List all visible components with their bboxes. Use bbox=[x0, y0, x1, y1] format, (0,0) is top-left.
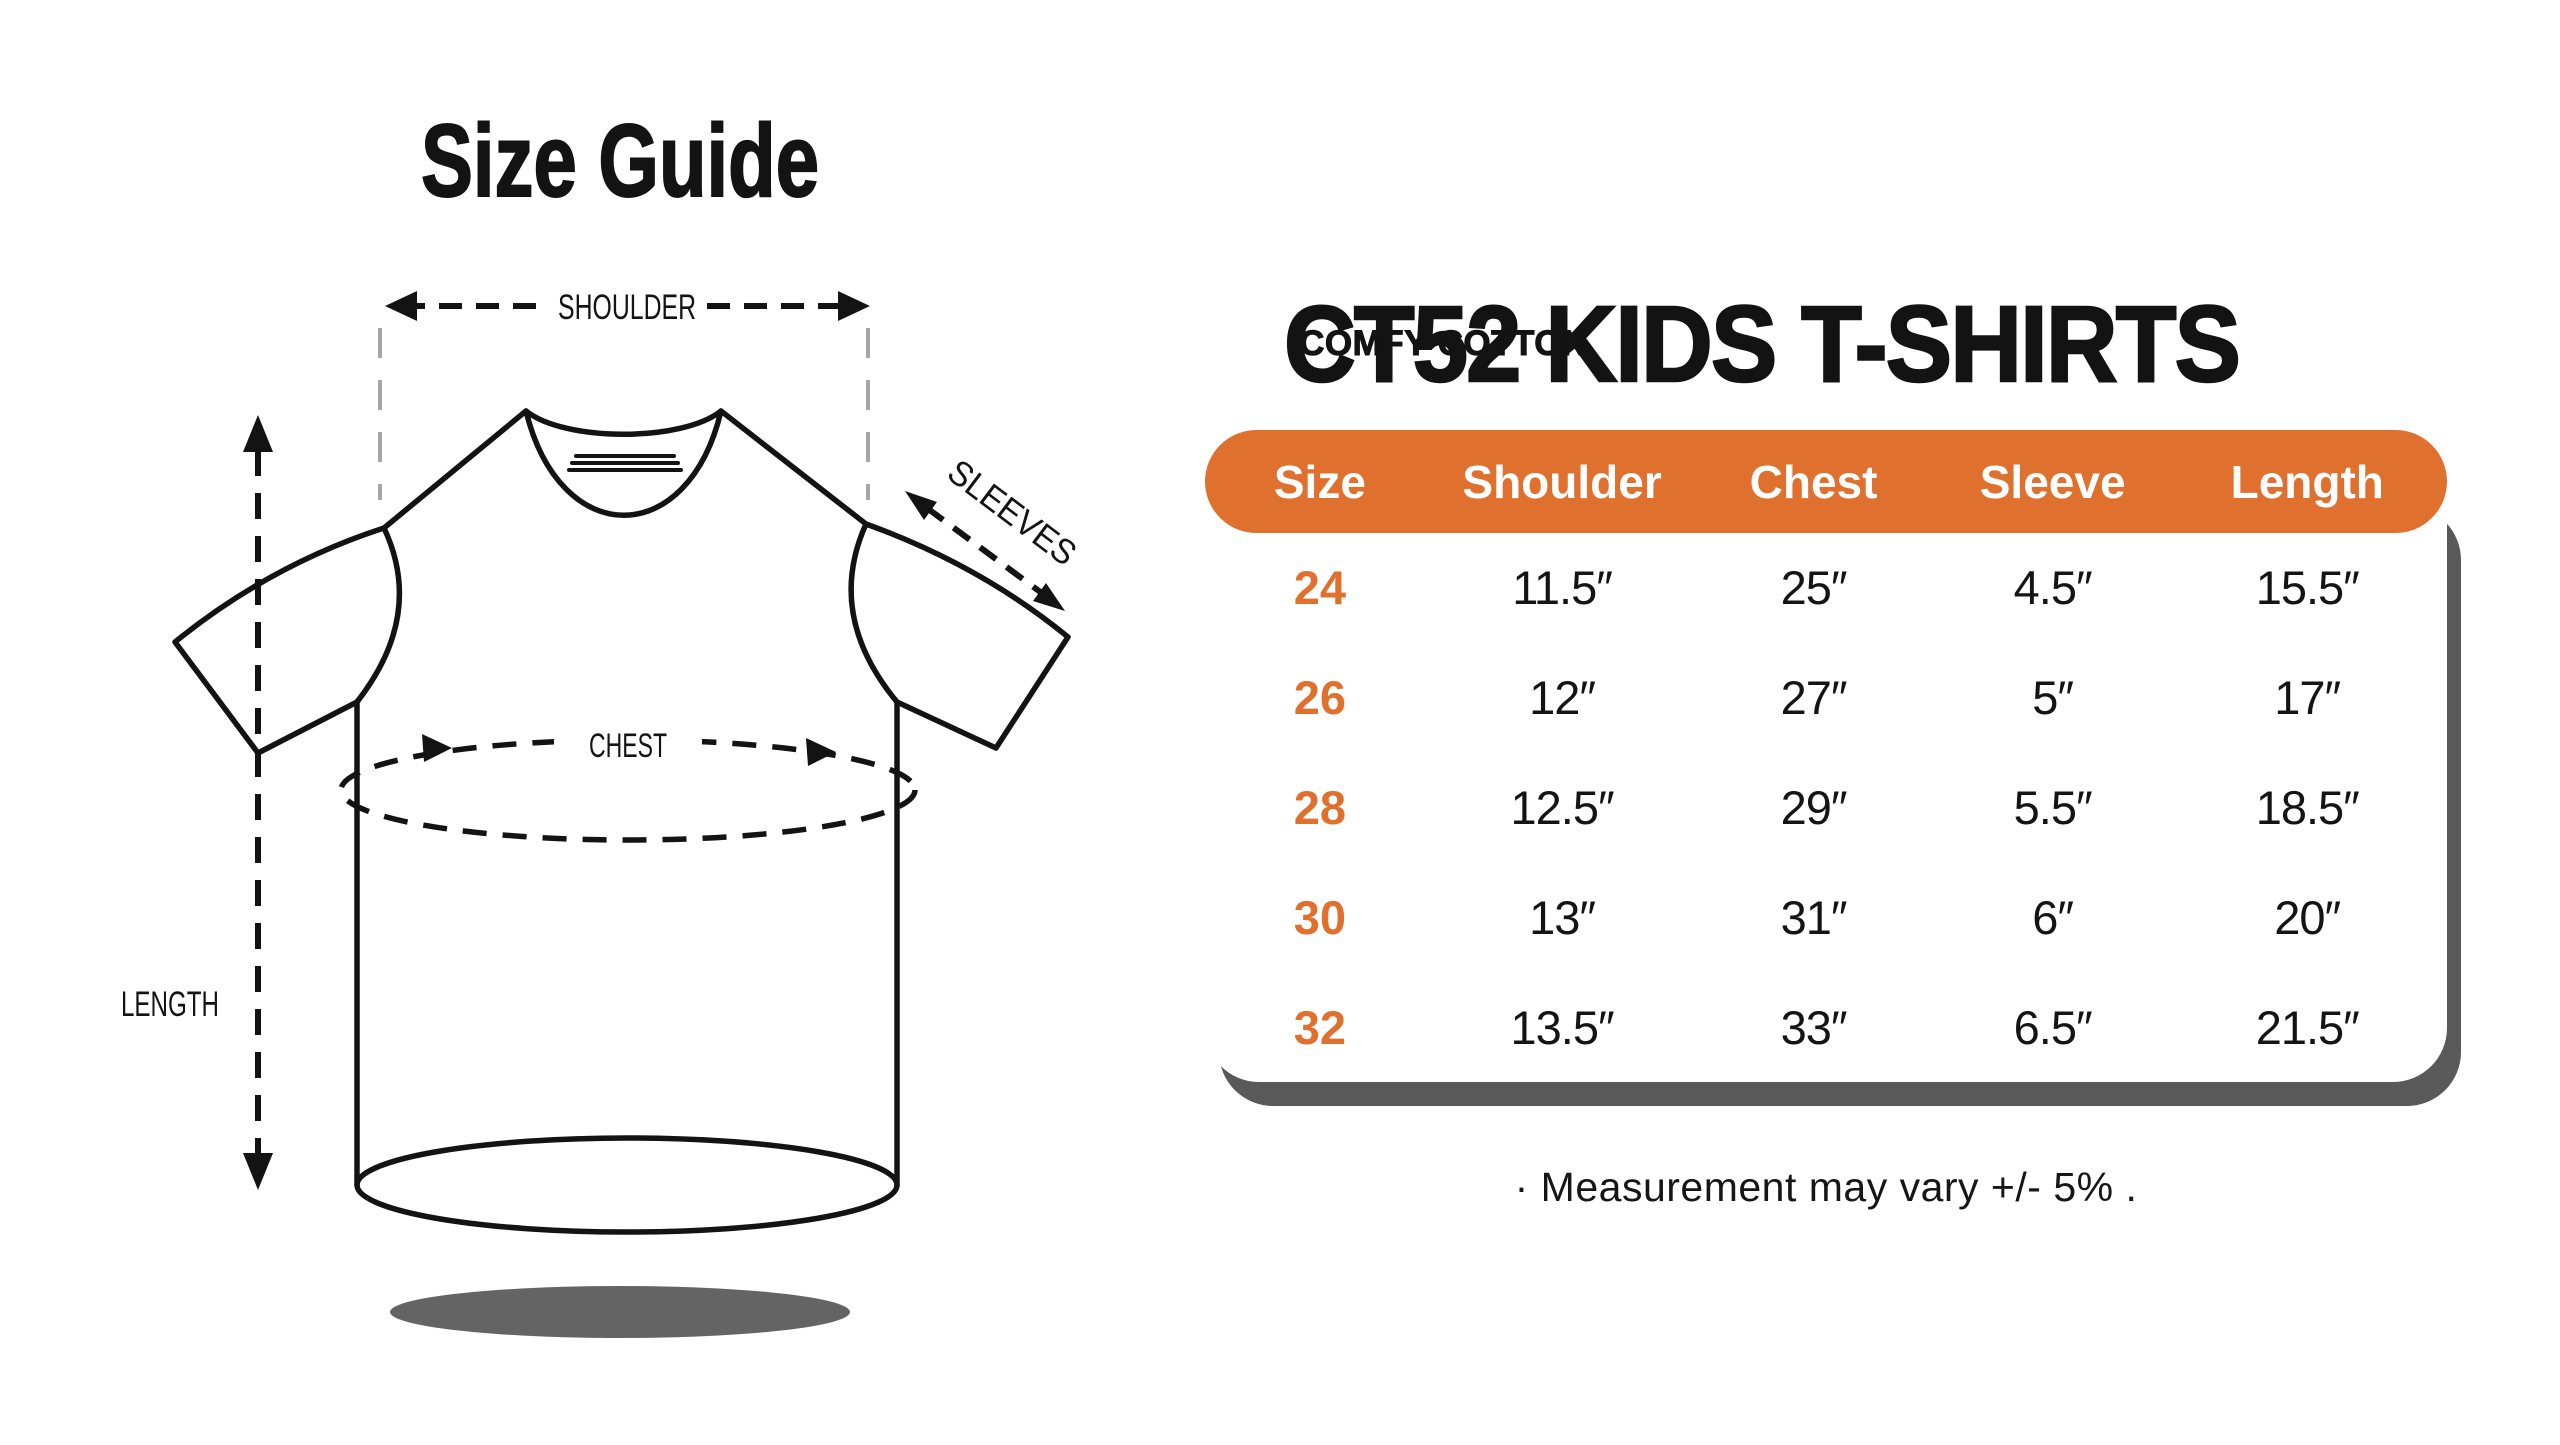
chest-label: CHEST bbox=[589, 727, 667, 765]
cell-measurement: 13.5″ bbox=[1510, 1000, 1615, 1054]
column-header: Shoulder bbox=[1462, 455, 1662, 508]
ground-shadow bbox=[390, 1286, 850, 1338]
arrow-right-icon bbox=[838, 291, 870, 321]
tshirt-collar-ribbing bbox=[567, 454, 683, 472]
table-row: 28 12.5″ 29″ 5.5″ 18.5″ bbox=[1205, 753, 2447, 863]
cell-measurement: 12″ bbox=[1529, 671, 1596, 725]
cell-measurement: 29″ bbox=[1780, 780, 1848, 834]
shoulder-label: SHOULDER bbox=[558, 288, 696, 327]
length-label: LENGTH bbox=[121, 985, 219, 1024]
sleeves-label: SLEEVES bbox=[940, 452, 1083, 573]
cell-measurement: 20″ bbox=[2274, 890, 2341, 944]
table-row: 26 12″ 27″ 5″ 17″ bbox=[1205, 643, 2447, 753]
size-table-header: Size Shoulder Chest Sleeve Length bbox=[1205, 430, 2447, 533]
cell-measurement: 25″ bbox=[1780, 561, 1848, 615]
table-row: 30 13″ 31″ 6″ 20″ bbox=[1205, 862, 2447, 972]
arrow-up-icon bbox=[243, 415, 273, 452]
column-header: Sleeve bbox=[1979, 455, 2126, 508]
tshirt-armhole-left bbox=[354, 525, 403, 705]
cell-measurement: 15.5″ bbox=[2255, 561, 2360, 615]
tshirt-hem-arc bbox=[354, 1135, 900, 1188]
chest-measure-ellipse: CHEST bbox=[338, 718, 918, 843]
arrow-right-icon bbox=[806, 738, 836, 766]
product-subtitle: -COMFY COTTON bbox=[1287, 324, 1588, 363]
shoulder-guide-lines bbox=[378, 328, 870, 500]
column-header: Size bbox=[1273, 455, 1366, 508]
cell-measurement: 21.5″ bbox=[2255, 1000, 2360, 1054]
cell-measurement: 4.5″ bbox=[2013, 561, 2093, 615]
cell-measurement: 6.5″ bbox=[2013, 1000, 2093, 1054]
cell-size: 32 bbox=[1293, 1000, 1347, 1054]
cell-measurement: 12.5″ bbox=[1510, 780, 1615, 834]
cell-measurement: 5″ bbox=[2032, 671, 2074, 725]
size-diagram-svg: Size Guide bbox=[121, 102, 1084, 1338]
tshirt-collar-inner bbox=[523, 408, 724, 437]
chest-label-gap bbox=[554, 718, 702, 764]
table-row: 32 13.5″ 33″ 6.5″ 21.5″ bbox=[1205, 972, 2447, 1082]
size-table-card bbox=[1205, 430, 2447, 1082]
arrow-down-icon bbox=[243, 1153, 273, 1190]
size-guide-title: Size Guide bbox=[421, 103, 819, 218]
arrow-right-icon bbox=[422, 734, 452, 762]
tshirt-measurement-diagram: Size Guide bbox=[0, 0, 1160, 1440]
arrow-down-right-icon bbox=[1033, 583, 1065, 611]
tshirt-drawing bbox=[172, 408, 1071, 1235]
cell-measurement: 5.5″ bbox=[2013, 780, 2093, 834]
column-header: Chest bbox=[1749, 455, 1878, 508]
tshirt-armhole-right bbox=[848, 521, 900, 705]
arrow-up-left-icon bbox=[905, 491, 937, 520]
shoulder-measure-arrow: SHOULDER bbox=[385, 288, 870, 327]
table-row: 24 11.5″ 25″ 4.5″ 15.5″ bbox=[1205, 533, 2447, 643]
product-title: CT52 KIDS T-SHIRTS bbox=[1283, 283, 2242, 405]
cell-size: 26 bbox=[1293, 671, 1347, 725]
length-measure-arrow: LENGTH bbox=[121, 415, 273, 1190]
cell-size: 30 bbox=[1293, 890, 1347, 944]
cell-measurement: 18.5″ bbox=[2255, 780, 2360, 834]
cell-measurement: 13″ bbox=[1529, 890, 1596, 944]
cell-size: 24 bbox=[1293, 561, 1347, 615]
tshirt-outline bbox=[172, 408, 1071, 1235]
column-header: Length bbox=[2230, 455, 2384, 508]
cell-measurement: 6″ bbox=[2032, 890, 2074, 944]
cell-size: 28 bbox=[1293, 780, 1347, 834]
cell-measurement: 11.5″ bbox=[1512, 561, 1613, 615]
cell-measurement: 31″ bbox=[1780, 890, 1848, 944]
arrow-left-icon bbox=[385, 291, 417, 321]
cell-measurement: 17″ bbox=[2274, 671, 2341, 725]
measurement-note: · Measurement may vary +/- 5% . bbox=[1514, 1164, 2138, 1210]
size-table-body: 24 11.5″ 25″ 4.5″ 15.5″ 26 12″ 27″ 5″ 17″ 28 12.5″ 2… bbox=[1205, 533, 2447, 1082]
cell-measurement: 33″ bbox=[1780, 1000, 1848, 1054]
cell-measurement: 27″ bbox=[1780, 671, 1848, 725]
